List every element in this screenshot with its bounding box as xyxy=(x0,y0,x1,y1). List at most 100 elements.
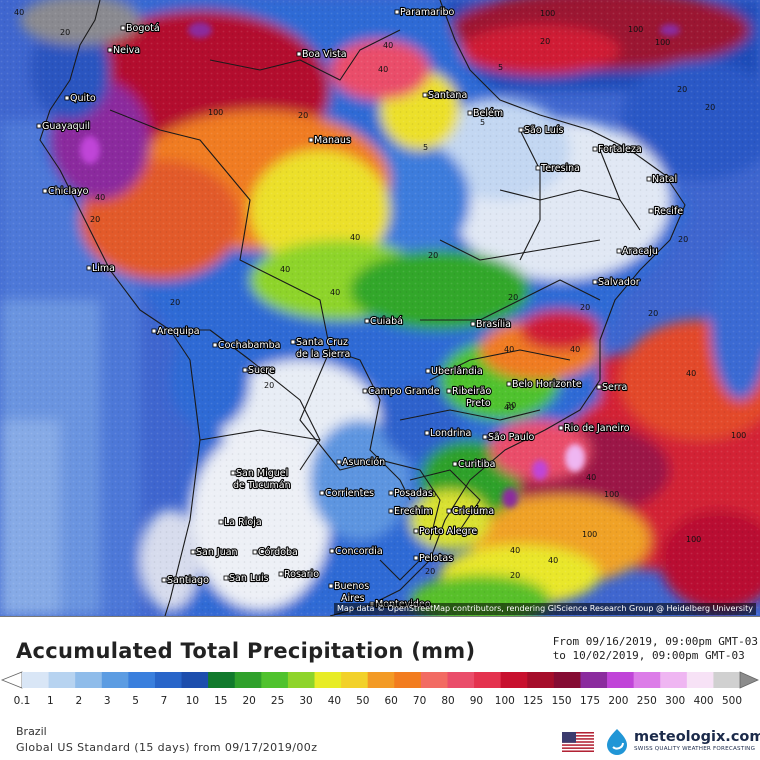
city-marker xyxy=(218,519,224,525)
city-marker xyxy=(212,342,218,348)
city-label: Belo Horizonte xyxy=(512,379,582,390)
city-marker xyxy=(648,208,654,214)
colorbar-swatch xyxy=(527,672,555,688)
city-label: Curitiba xyxy=(458,459,495,470)
city-label: La Rioja xyxy=(224,517,262,528)
contour-value-label: 40 xyxy=(378,65,388,74)
contour-value-label: 20 xyxy=(264,381,274,390)
colorbar-swatch xyxy=(261,672,289,688)
precip-texture xyxy=(0,0,760,616)
city-label: Belém xyxy=(473,108,503,119)
city-label: São Luís xyxy=(524,125,563,136)
city-marker xyxy=(422,92,428,98)
us-flag-icon[interactable] xyxy=(562,732,594,752)
city-marker xyxy=(535,165,541,171)
city-label: Ribeirão xyxy=(452,386,491,397)
city-marker xyxy=(336,459,342,465)
map-attribution[interactable]: Map data © OpenStreetMap contributors, r… xyxy=(334,603,756,615)
colorbar-tick-label: 150 xyxy=(551,695,572,707)
contour-value-label: 20 xyxy=(425,567,435,576)
city-marker xyxy=(425,368,431,374)
city-marker xyxy=(413,528,419,534)
borders xyxy=(39,0,686,616)
city-label: Aracaju xyxy=(622,246,658,257)
contour-value-label: 20 xyxy=(510,571,520,580)
colorbar-tick-label: 80 xyxy=(441,695,455,707)
city-label: Preto xyxy=(466,398,491,409)
city-marker xyxy=(413,555,419,561)
heavy-rain-cells xyxy=(80,22,680,508)
city-label: Santana xyxy=(428,90,467,101)
colorbar-tick-label: 3 xyxy=(103,695,111,707)
contour-value-label: 20 xyxy=(90,215,100,224)
colorbar-tick-label: 5 xyxy=(132,695,139,707)
colorbar-swatch xyxy=(394,672,422,688)
colorbar-swatch xyxy=(660,672,688,688)
colorbar-ticks: 0.1 1 2 3 5 7 10 15 20 25 30 40 50 60 70 80 90 100 125 150 1… xyxy=(0,695,760,711)
contour-value-label: 20 xyxy=(508,293,518,302)
colorbar-tick-label: 40 xyxy=(327,695,342,707)
city-marker xyxy=(446,508,452,514)
colorbar-swatch xyxy=(234,672,262,688)
period-to: to 10/02/2019, 09:00pm GMT-03 xyxy=(552,649,745,662)
contour-value-label: 40 xyxy=(504,345,514,354)
city-marker xyxy=(278,571,284,577)
city-label: Posadas xyxy=(394,488,433,499)
city-marker xyxy=(424,430,430,436)
colorbar-tick-label: 25 xyxy=(270,695,285,707)
contour-value-label: 20 xyxy=(540,37,550,46)
city-label: Quito xyxy=(70,93,96,104)
city-label: Rio de Janeiro xyxy=(564,423,630,434)
colorbar-swatch xyxy=(128,672,156,688)
contour-value-label: 40 xyxy=(95,193,105,202)
city-label: Lima xyxy=(92,263,115,274)
colorbar-swatch xyxy=(101,672,129,688)
colorbar-tick-label: 175 xyxy=(579,695,601,707)
city-label: São Paulo xyxy=(488,432,534,443)
city-label: Brasília xyxy=(476,319,511,330)
meteologix-logo[interactable]: meteologix.com SWISS QUALITY WEATHER FOR… xyxy=(603,727,760,757)
contour-value-label: 40 xyxy=(570,345,580,354)
contour-value-label: 100 xyxy=(686,535,701,544)
contour-value-label: 100 xyxy=(540,9,555,18)
city-marker xyxy=(107,47,113,53)
colorbar-tick-label: 300 xyxy=(665,695,686,707)
colorbar-tick-label: 10 xyxy=(185,695,200,707)
city-label: San Luis xyxy=(229,573,269,584)
colorbar-tick-label: 1 xyxy=(47,695,54,707)
city-marker xyxy=(151,328,157,334)
city-label: Criciúma xyxy=(452,506,494,517)
city-label: Uberlândia xyxy=(431,366,483,377)
colorbar-tick-label: 70 xyxy=(412,695,427,707)
colorbar-swatch xyxy=(75,672,103,688)
city-marker xyxy=(446,388,452,394)
city-marker xyxy=(42,188,48,194)
contour-value-label: 20 xyxy=(428,251,438,260)
colorbar-swatch xyxy=(154,672,183,688)
city-marker xyxy=(120,25,126,31)
city-label: San Juan xyxy=(196,547,238,558)
contour-value-label: 100 xyxy=(582,530,597,539)
city-marker xyxy=(482,434,488,440)
city-marker xyxy=(329,548,335,554)
city-label: Pelotas xyxy=(419,553,453,564)
city-label: Córdoba xyxy=(258,547,298,558)
city-marker xyxy=(506,381,512,387)
meteologix-logo-icon xyxy=(607,729,627,755)
contour-value-label: 20 xyxy=(677,85,687,94)
precipitation-map[interactable]: 20 40 40 20 100 100 100 5 5 5 20 20 40 100 20 40 20 40 40 4… xyxy=(0,0,760,617)
city-label: Chiclayo xyxy=(48,186,89,197)
model-run: Global US Standard (15 days) from 09/17/… xyxy=(16,741,318,754)
contour-value-label: 40 xyxy=(280,265,290,274)
colorbar-tick-label: 0.1 xyxy=(13,695,31,707)
logo-name: meteologix.com xyxy=(634,729,760,745)
city-marker xyxy=(518,127,524,133)
forecast-period: From 09/16/2019, 09:00pm GMT-03 to 10/02… xyxy=(553,635,758,663)
colorbar-swatch xyxy=(22,672,50,688)
city-label: Corrientes xyxy=(325,488,374,499)
contour-value-label: 100 xyxy=(731,431,746,440)
city-label: Porto Alegre xyxy=(419,526,477,537)
city-label: Asunción xyxy=(342,457,385,468)
city-marker xyxy=(388,508,394,514)
